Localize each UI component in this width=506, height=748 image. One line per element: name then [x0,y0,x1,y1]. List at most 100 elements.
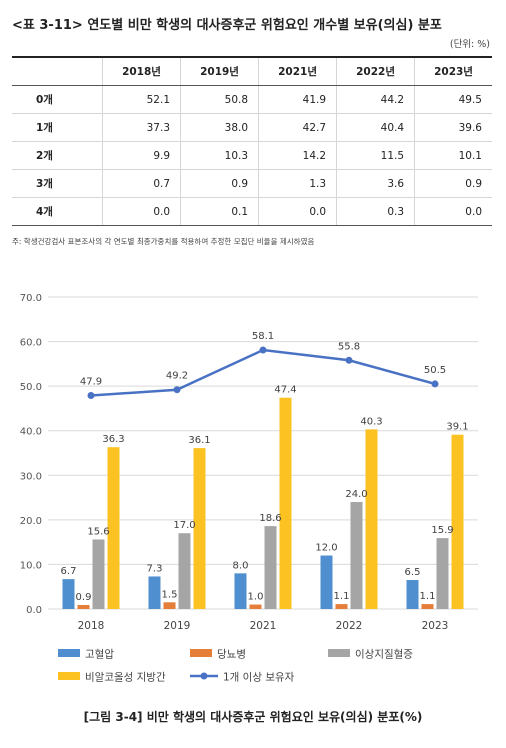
table-cell: 0.0 [101,197,181,226]
table-cell: 1.3 [258,169,337,198]
legend-label: 1개 이상 보유자 [223,672,295,684]
bar [451,434,464,609]
table-cell: 10.1 [414,141,492,170]
line-point [259,346,267,354]
bar-data-label: 36.3 [102,434,124,445]
line-data-label: 50.5 [424,365,446,376]
table-cell: 0.7 [101,169,181,198]
column-header: 2021년 [258,56,337,86]
row-label: 4개 [12,197,103,226]
table-unit: (단위: %) [449,39,490,50]
row-label: 0개 [12,85,103,114]
line-series [90,348,436,397]
column-header: 2019년 [180,56,259,86]
line-point [173,386,181,394]
bar-data-label: 15.9 [431,525,453,536]
column-header: 2022년 [336,56,415,86]
table-cell: 10.3 [180,141,259,170]
table-title: <표 3-11> 연도별 비만 학생의 대사증후군 위험요인 개수별 보유(의심… [12,18,442,33]
legend-label: 비알코올성 지방간 [85,672,166,684]
y-tick-label: 70.0 [20,293,42,304]
bar-data-label: 39.1 [446,422,468,433]
bar-data-label: 1.5 [162,589,178,600]
bar [148,576,161,609]
x-tick-label: 2022 [336,620,363,632]
table-row: 4개 0.0 0.1 0.0 0.3 0.0 [12,197,492,226]
line-point [345,356,353,364]
bar [62,579,75,609]
bar-data-label: 7.3 [147,563,163,574]
bar [335,604,348,609]
legend-swatch [58,649,80,657]
bar [178,533,191,609]
table-cell: 0.0 [258,197,337,226]
header-corner-cell [12,56,103,86]
table-cell: 3.6 [336,169,415,198]
x-tick-label: 2018 [78,620,105,632]
y-tick-label: 50.0 [20,382,42,393]
table-cell: 40.4 [336,113,415,142]
legend-label: 이상지질혈증 [355,648,413,661]
bar [92,539,105,609]
bar-data-label: 36.1 [188,435,210,446]
table-cell: 39.6 [414,113,492,142]
table-cell: 37.3 [101,113,181,142]
line-data-label: 49.2 [166,371,188,382]
table-cell: 0.3 [336,197,415,226]
table-cell: 50.8 [180,85,259,114]
table-header-row: 2018년 2019년 2021년 2022년 2023년 [12,56,492,86]
table-cell: 14.2 [258,141,337,170]
row-label: 2개 [12,141,103,170]
bar [264,526,277,609]
legend-swatch [328,649,350,657]
table-cell: 49.5 [414,85,492,114]
table-cell: 38.0 [180,113,259,142]
bar-data-label: 6.5 [405,567,421,578]
table-note: 주: 학생건강검사 표본조사의 각 연도별 최종가중치를 적용하여 추정한 모집… [12,237,315,246]
risk-factor-table: 2018년 2019년 2021년 2022년 2023년 0개 52.1 50… [12,56,492,226]
bar [279,397,292,609]
y-tick-label: 0.0 [26,605,42,616]
line-data-label: 47.9 [80,377,102,388]
bar [365,429,378,609]
bar [406,580,419,609]
bar-data-label: 6.7 [61,566,77,577]
bar-data-label: 40.3 [360,416,382,427]
bar [350,502,363,609]
bar-data-label: 24.0 [345,489,367,500]
bar-data-label: 15.6 [87,526,109,537]
bar-data-label: 1.1 [334,591,350,602]
table-cell: 0.9 [180,169,259,198]
bar-data-label: 1.1 [420,591,436,602]
bar-data-label: 0.9 [76,592,92,603]
table-row: 1개 37.3 38.0 42.7 40.4 39.6 [12,113,492,142]
table-cell: 0.0 [414,197,492,226]
legend-line-marker [200,672,208,680]
table-cell: 0.1 [180,197,259,226]
table-cell: 42.7 [258,113,337,142]
bar-data-label: 12.0 [315,543,337,554]
bar-data-label: 1.0 [248,592,264,603]
bar-data-label: 17.0 [173,520,195,531]
figure-caption: [그림 3-4] 비만 학생의 대사증후군 위험요인 보유(의심) 분포(%) [83,710,423,724]
bar [249,604,262,609]
table-cell: 44.2 [336,85,415,114]
table-cell: 11.5 [336,141,415,170]
legend-label: 당뇨병 [217,649,246,661]
bar-data-label: 18.6 [259,513,281,524]
bar [234,573,247,609]
column-header: 2023년 [414,56,492,86]
table-cell: 41.9 [258,85,337,114]
bar [421,604,434,609]
bar [77,604,90,609]
table-row: 2개 9.9 10.3 14.2 11.5 10.1 [12,141,492,170]
bar [436,538,449,609]
line-data-label: 55.8 [338,341,360,352]
y-tick-label: 30.0 [20,471,42,482]
row-label: 1개 [12,113,103,142]
table-row: 3개 0.7 0.9 1.3 3.6 0.9 [12,169,492,198]
legend-swatch [58,672,80,680]
line-data-label: 58.1 [252,331,274,342]
bar-data-label: 47.4 [274,385,296,396]
bar [163,602,176,609]
